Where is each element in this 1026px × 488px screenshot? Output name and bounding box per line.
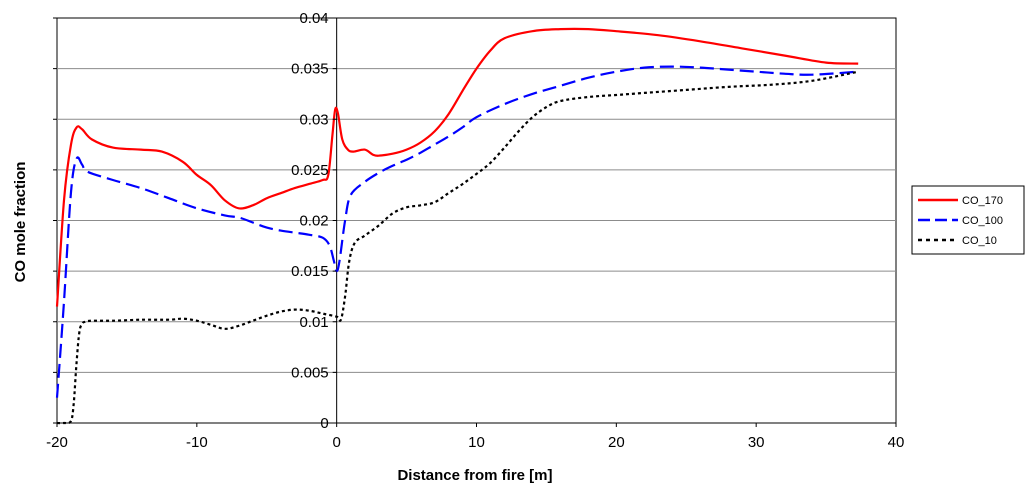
x-tick-label: -10 (186, 434, 208, 451)
legend: CO_170 CO_100 CO_10 (911, 185, 1025, 255)
x-tick-label: 40 (888, 434, 905, 451)
legend-label: CO_100 (962, 215, 1003, 227)
y-tick-label: 0 (320, 415, 328, 432)
y-tick-label: 0.035 (291, 61, 329, 78)
y-tick-label: 0.02 (299, 213, 328, 230)
y-axis: 0 0.005 0.01 0.015 0.02 0.025 0.03 0.035 0.04 (53, 10, 337, 432)
y-axis-title: CO mole fraction (12, 162, 29, 283)
legend-label: CO_10 (962, 235, 997, 247)
y-tick-label: 0.015 (291, 263, 329, 280)
x-tick-label: -20 (46, 434, 68, 451)
x-tick-label: 30 (748, 434, 765, 451)
y-tick-label: 0.01 (299, 314, 328, 331)
legend-box (911, 185, 1025, 255)
series-line-co-100 (55, 65, 859, 398)
x-tick-label: 0 (332, 434, 340, 451)
x-tick-label: 20 (608, 434, 625, 451)
y-tick-label: 0.03 (299, 111, 328, 128)
y-tick-label: 0.025 (291, 162, 329, 179)
x-tick-label: 10 (468, 434, 485, 451)
series-line-co-10 (56, 70, 859, 425)
series-line-co-170 (55, 27, 859, 307)
y-tick-label: 0.005 (291, 364, 329, 381)
x-axis: -20 -10 0 10 20 30 40 (46, 423, 904, 451)
y-tick-label: 0.04 (299, 10, 328, 27)
series-layer (55, 27, 859, 425)
x-axis-title: Distance from fire [m] (397, 467, 552, 484)
legend-label: CO_170 (962, 195, 1003, 207)
